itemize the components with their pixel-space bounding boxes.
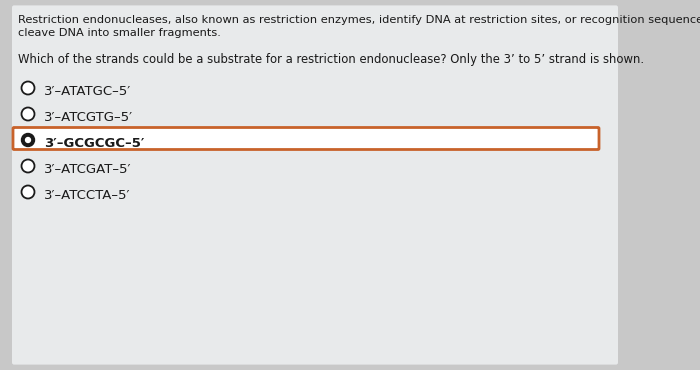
Text: 3′–ATCGTG–5′: 3′–ATCGTG–5′ (44, 111, 133, 124)
Circle shape (22, 185, 34, 198)
Circle shape (22, 108, 34, 121)
FancyBboxPatch shape (12, 6, 618, 364)
FancyBboxPatch shape (13, 128, 599, 149)
Text: 3′–GCGCGC–5′: 3′–GCGCGC–5′ (44, 137, 144, 150)
Text: 3′–ATCCTA–5′: 3′–ATCCTA–5′ (44, 189, 130, 202)
Circle shape (25, 138, 31, 142)
Text: Which of the strands could be a substrate for a restriction endonuclease? Only t: Which of the strands could be a substrat… (18, 53, 644, 66)
Circle shape (22, 134, 34, 147)
Text: cleave DNA into smaller fragments.: cleave DNA into smaller fragments. (18, 28, 221, 38)
Circle shape (22, 81, 34, 94)
Circle shape (22, 159, 34, 172)
Text: Restriction endonucleases, also known as restriction enzymes, identify DNA at re: Restriction endonucleases, also known as… (18, 15, 700, 25)
Text: 3′–ATCGAT–5′: 3′–ATCGAT–5′ (44, 163, 132, 176)
Text: 3′–ATATGC–5′: 3′–ATATGC–5′ (44, 85, 132, 98)
